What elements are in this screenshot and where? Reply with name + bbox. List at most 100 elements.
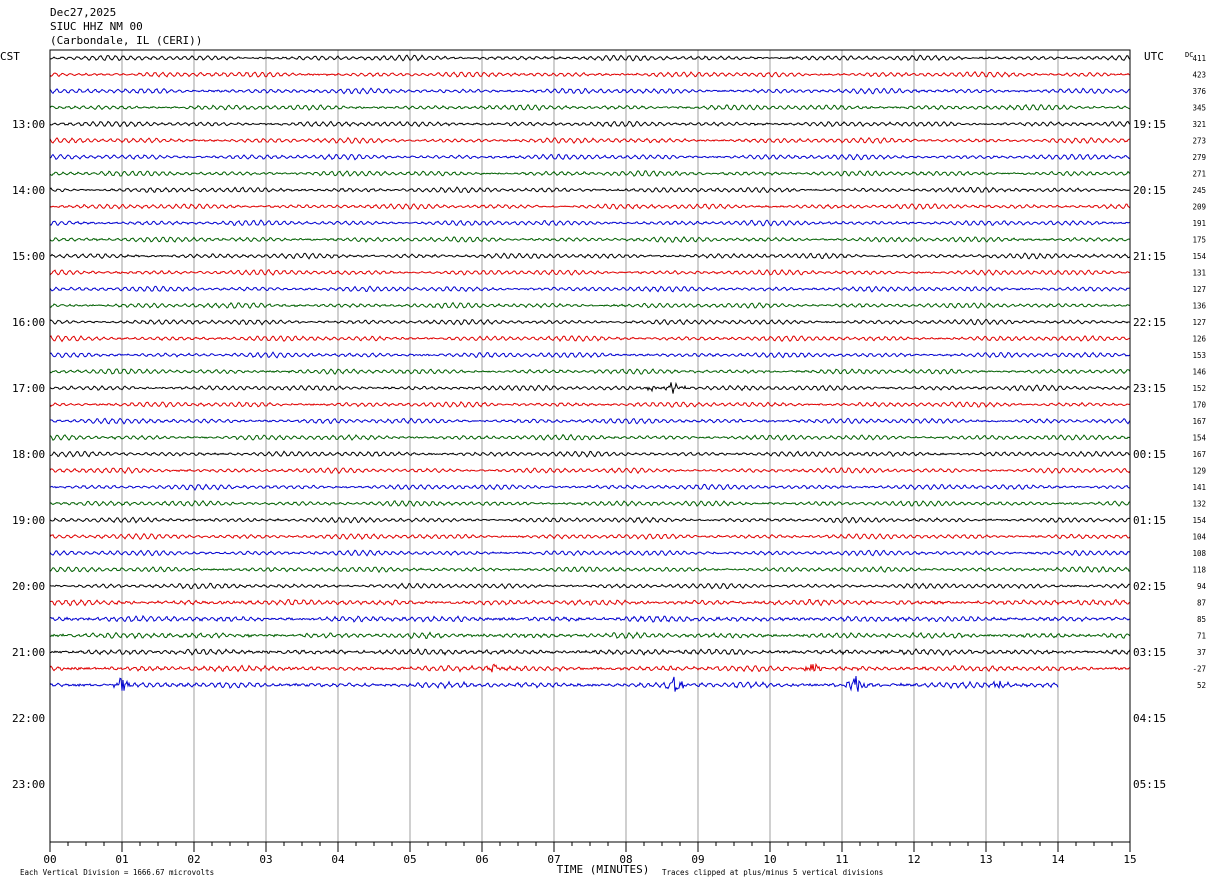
trace-line-21 <box>49 381 1130 394</box>
x-tick-label-3: 03 <box>259 853 272 866</box>
left-hour-labels: 13:00 14:00 15:00 16:00 17:00 18:00 19:00 20:00… <box>12 118 45 791</box>
trace-line-29 <box>49 516 1131 524</box>
trace-line-3 <box>49 87 1131 95</box>
left-hour-label: 23:00 <box>12 778 45 791</box>
left-timezone: CST <box>0 50 20 63</box>
left-hour-label: 22:00 <box>12 712 45 725</box>
x-tick-label-8: 08 <box>619 853 632 866</box>
dc-value: 154 <box>1192 516 1206 525</box>
x-tick-label-4: 04 <box>331 853 345 866</box>
dc-value: 345 <box>1192 104 1206 113</box>
dc-value: 37 <box>1197 648 1206 657</box>
trace-line-12 <box>49 236 1131 244</box>
right-hour-label: 19:15 <box>1133 118 1166 131</box>
trace-line-4 <box>49 103 1131 111</box>
trace-line-7 <box>49 153 1131 161</box>
dc-value: 118 <box>1192 566 1206 575</box>
trace-line-31 <box>49 549 1131 557</box>
dc-value: 152 <box>1192 384 1206 393</box>
dc-value: 167 <box>1192 417 1206 426</box>
trace-line-39 <box>49 676 1059 692</box>
x-tick-label-10: 10 <box>763 853 776 866</box>
trace-line-6 <box>49 136 1131 145</box>
trace-line-8 <box>49 170 1131 177</box>
dc-label: DC <box>1185 51 1193 59</box>
dc-value: 273 <box>1192 137 1206 146</box>
dc-value: 154 <box>1192 252 1206 261</box>
x-tick-label-1: 01 <box>115 853 128 866</box>
right-hour-label: 03:15 <box>1133 646 1166 659</box>
header-date: Dec27,2025 <box>50 6 116 19</box>
trace-line-32 <box>49 565 1131 574</box>
x-tick-label-13: 13 <box>979 853 992 866</box>
dc-value: 154 <box>1192 434 1206 443</box>
trace-line-30 <box>49 532 1131 540</box>
trace-line-22 <box>49 401 1131 408</box>
dc-value: 126 <box>1192 335 1206 344</box>
dc-value: 167 <box>1192 450 1206 459</box>
left-hour-label: 16:00 <box>12 316 45 329</box>
left-hour-label: 19:00 <box>12 514 45 527</box>
header-location: (Carbondale, IL (CERI)) <box>50 34 202 47</box>
dc-value: 94 <box>1197 582 1207 591</box>
left-hour-label: 17:00 <box>12 382 45 395</box>
trace-line-14 <box>49 268 1131 276</box>
dc-value: 85 <box>1197 615 1206 624</box>
trace-line-16 <box>49 301 1131 309</box>
trace-line-13 <box>49 252 1131 260</box>
left-hour-label: 13:00 <box>12 118 45 131</box>
clip-note: Traces clipped at plus/minus 5 vertical … <box>662 868 883 877</box>
dc-value: 129 <box>1192 467 1206 476</box>
dc-value: -27 <box>1192 665 1206 674</box>
trace-line-23 <box>50 417 1131 425</box>
dc-value: 136 <box>1192 302 1206 311</box>
right-hour-label: 22:15 <box>1133 316 1166 329</box>
trace-line-25 <box>49 450 1131 458</box>
dc-values: 411 423 376 345 321 273 279 271 245 209 191 175 154 1… <box>1192 54 1206 690</box>
dc-value: 108 <box>1192 549 1206 558</box>
left-hour-label: 21:00 <box>12 646 45 659</box>
dc-value: 411 <box>1192 54 1206 63</box>
x-tick-label-7: 07 <box>547 853 560 866</box>
trace-line-9 <box>49 186 1130 194</box>
right-hour-label: 00:15 <box>1133 448 1166 461</box>
trace-line-26 <box>49 467 1131 475</box>
left-hour-label: 14:00 <box>12 184 45 197</box>
trace-line-10 <box>49 203 1131 211</box>
left-hour-label: 15:00 <box>12 250 45 263</box>
dc-value: 271 <box>1192 170 1206 179</box>
trace-line-36 <box>49 631 1131 640</box>
dc-value: 141 <box>1192 483 1206 492</box>
right-hour-label: 01:15 <box>1133 514 1166 527</box>
x-tick-label-15: 15 <box>1123 853 1136 866</box>
trace-line-27 <box>49 483 1131 491</box>
left-hour-label: 20:00 <box>12 580 45 593</box>
minute-gridlines <box>121 50 1059 842</box>
trace-line-37 <box>49 647 1131 657</box>
dc-value: 209 <box>1192 203 1206 212</box>
right-hour-label: 05:15 <box>1133 778 1166 791</box>
right-hour-label: 21:15 <box>1133 250 1166 263</box>
seismic-traces <box>49 54 1131 692</box>
dc-value: 170 <box>1192 401 1206 410</box>
x-tick-label-12: 12 <box>907 853 920 866</box>
trace-line-20 <box>49 368 1131 375</box>
plot-frame <box>49 49 1131 843</box>
dc-value: 127 <box>1192 318 1206 327</box>
dc-value: 52 <box>1197 681 1206 690</box>
trace-line-5 <box>49 120 1131 128</box>
right-hour-label: 02:15 <box>1133 580 1166 593</box>
right-hour-label: 23:15 <box>1133 382 1166 395</box>
trace-line-17 <box>49 318 1131 326</box>
x-tick-label-5: 05 <box>403 853 416 866</box>
dc-value: 191 <box>1192 219 1206 228</box>
trace-line-19 <box>49 351 1131 359</box>
x-tick-label-14: 14 <box>1051 853 1065 866</box>
right-hour-labels: 19:15 20:15 21:15 22:15 23:15 00:15 01:15 02:15… <box>1133 118 1166 791</box>
dc-value: 376 <box>1192 87 1206 96</box>
x-tick-label-2: 02 <box>187 853 200 866</box>
dc-value: 245 <box>1192 186 1206 195</box>
x-tick-label-6: 06 <box>475 853 488 866</box>
trace-line-18 <box>49 335 1131 343</box>
